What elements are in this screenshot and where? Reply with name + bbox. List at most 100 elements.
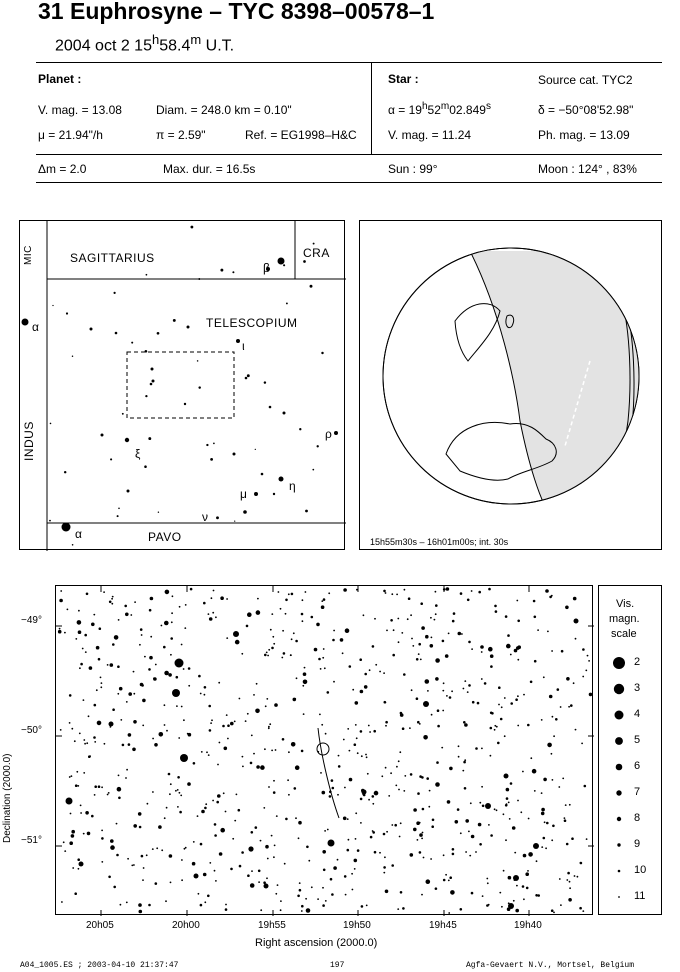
chart-star	[224, 810, 227, 813]
chart-star	[125, 612, 129, 617]
chart-star	[288, 793, 290, 796]
chart-star	[420, 602, 424, 605]
chart-star	[417, 792, 420, 795]
chart-star	[550, 909, 554, 912]
chart-star	[138, 825, 142, 829]
chart-star	[537, 629, 539, 631]
chart-star	[302, 684, 305, 687]
chart-star	[132, 747, 136, 752]
asia-coastline	[454, 303, 501, 362]
chart-star	[421, 837, 423, 840]
chart-star	[480, 651, 483, 653]
chart-star	[418, 821, 421, 824]
chart-star	[125, 777, 127, 779]
chart-star	[494, 604, 497, 608]
chart-star	[203, 686, 207, 689]
chart-star	[466, 691, 469, 693]
chart-star	[139, 643, 141, 646]
chart-star	[372, 802, 375, 805]
chart-star	[442, 682, 445, 685]
chart-star	[344, 786, 346, 789]
x-tick-2: 20h00	[172, 920, 200, 931]
chart-star	[419, 775, 422, 778]
chart-star	[481, 895, 484, 897]
chart-star	[247, 612, 252, 617]
chart-star	[234, 639, 240, 645]
chart-star	[566, 879, 569, 881]
chart-star	[208, 617, 213, 621]
chart-star	[502, 813, 505, 816]
chart-star	[111, 595, 114, 598]
chart-star	[383, 672, 385, 674]
chart-star	[77, 867, 80, 870]
chart-star	[451, 848, 455, 851]
chart-star	[117, 774, 120, 777]
finder-star	[198, 278, 201, 280]
max-duration: Max. dur. = 16.5s	[163, 162, 256, 176]
chart-star	[574, 637, 577, 640]
chart-star	[430, 616, 432, 619]
chart-star	[354, 701, 359, 705]
finder-star	[260, 472, 264, 476]
chart-star	[570, 704, 573, 707]
chart-star	[476, 701, 480, 705]
chart-star	[373, 790, 379, 796]
chart-star	[445, 587, 450, 591]
chart-star	[365, 756, 368, 759]
chart-star	[516, 646, 520, 650]
chart-star	[391, 864, 395, 867]
chart-star	[294, 697, 297, 700]
chart-star	[68, 722, 71, 724]
chart-star	[305, 908, 311, 913]
chart-star	[59, 729, 62, 731]
scale-title-3: scale	[611, 628, 637, 640]
chart-star	[568, 898, 572, 902]
chart-star	[125, 701, 128, 703]
chart-star	[170, 637, 173, 640]
chart-star	[471, 700, 475, 704]
magnitude-scale-label: 11	[634, 890, 646, 902]
chart-star	[275, 892, 278, 895]
chart-star	[280, 900, 282, 902]
chart-star	[479, 801, 482, 804]
chart-star	[562, 777, 565, 780]
star-label-mu: μ	[240, 487, 247, 501]
finder-star	[186, 325, 190, 329]
finder-star	[312, 468, 315, 471]
chart-star	[275, 815, 278, 817]
chart-star	[282, 629, 284, 632]
chart-star	[112, 708, 115, 711]
chart-star	[468, 830, 470, 833]
chart-star	[383, 700, 387, 704]
chart-star	[505, 797, 509, 800]
chart-star	[142, 879, 144, 881]
chart-star	[581, 742, 583, 745]
madagascar-coastline	[505, 314, 515, 329]
finder-star	[190, 225, 194, 229]
finder-star	[149, 382, 153, 386]
chart-star	[322, 648, 325, 650]
chart-star	[449, 766, 453, 771]
chart-star	[80, 662, 83, 666]
chart-star	[124, 604, 127, 608]
chart-star	[560, 904, 562, 906]
chart-star	[381, 775, 384, 778]
chart-star	[394, 823, 398, 827]
finder-star	[277, 257, 285, 265]
occultation-path	[564, 360, 591, 447]
chart-star	[103, 742, 106, 745]
chart-star	[253, 694, 255, 696]
chart-star	[180, 643, 183, 646]
chart-star	[150, 635, 153, 638]
chart-star	[260, 909, 263, 912]
chart-star	[435, 677, 439, 681]
finder-star	[124, 437, 130, 443]
chart-star	[488, 587, 491, 591]
chart-star	[430, 858, 432, 860]
chart-star	[353, 868, 356, 870]
chart-star	[101, 837, 104, 840]
chart-star	[533, 790, 536, 792]
planet-diameter: Diam. = 248.0 km = 0.10"	[156, 103, 292, 117]
chart-star	[75, 638, 78, 640]
chart-star	[364, 672, 368, 676]
